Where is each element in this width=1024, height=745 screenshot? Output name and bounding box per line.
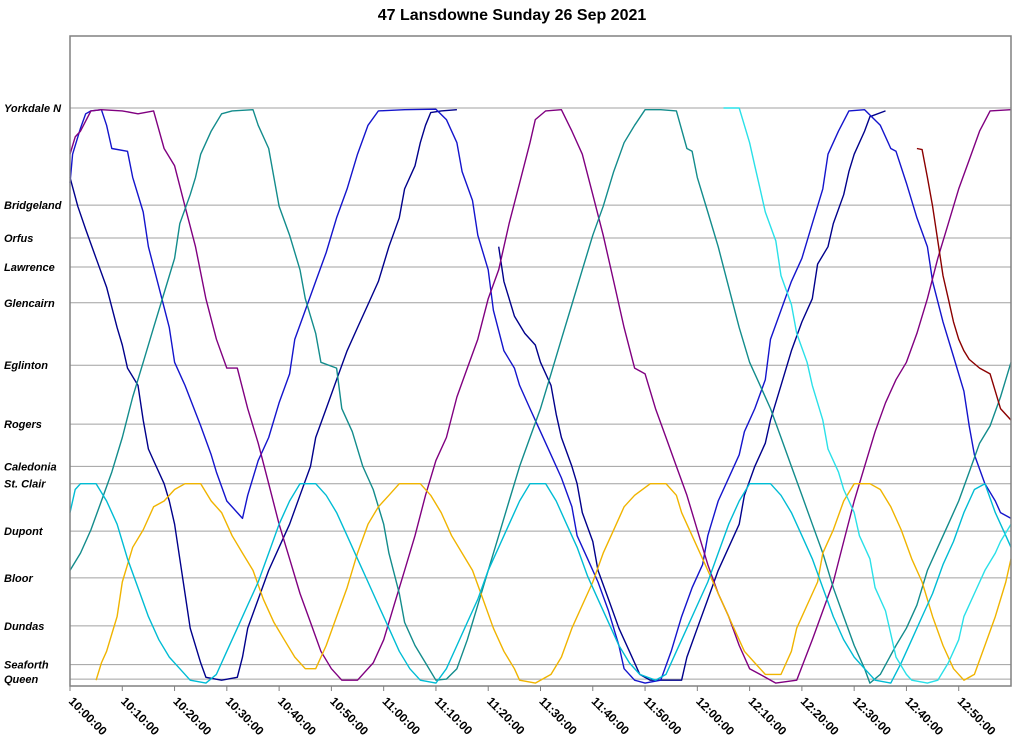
- stop-label: Lawrence: [4, 262, 55, 274]
- gridlines: [70, 107, 1011, 680]
- series-line-0: [69, 109, 457, 681]
- x-tick-label: 12:20:00: [798, 694, 842, 738]
- x-tick-label: 12:00:00: [693, 694, 737, 738]
- x-tick-label: 12:10:00: [745, 694, 789, 738]
- series-line-6: [69, 483, 1012, 684]
- stop-label: Seaforth: [4, 660, 49, 672]
- x-tick-label: 12:30:00: [850, 694, 894, 738]
- series-line-5: [95, 483, 1012, 684]
- stop-label: Rogers: [4, 419, 42, 431]
- x-tick-label: 11:20:00: [484, 694, 528, 738]
- series-line-8: [916, 147, 1012, 421]
- series-line-1: [498, 110, 886, 681]
- stop-label: Dundas: [4, 621, 44, 633]
- series-line-2: [69, 108, 1012, 684]
- stop-label: Bridgeland: [4, 200, 62, 212]
- stop-label: Bloor: [4, 573, 33, 585]
- x-tick-label: 11:40:00: [589, 694, 633, 738]
- stop-label: Queen: [4, 674, 39, 686]
- x-tick-label: 11:30:00: [536, 694, 580, 738]
- x-tick-label: 12:50:00: [955, 694, 999, 738]
- stop-labels: Yorkdale N Bridgeland Orfus Lawrence Glencai…: [4, 103, 62, 686]
- stop-label: St. Clair: [4, 479, 46, 491]
- x-tick-label: 11:10:00: [432, 694, 476, 738]
- x-tick-label: 10:10:00: [118, 694, 162, 738]
- stop-label: Glencairn: [4, 298, 55, 310]
- x-tick-label: 10:30:00: [223, 694, 267, 738]
- series-line-3: [69, 109, 1012, 684]
- x-tick-label: 12:40:00: [902, 694, 946, 738]
- x-tick-label: 10:00:00: [66, 694, 110, 738]
- stop-label: Orfus: [4, 233, 33, 245]
- chart-title: 47 Lansdowne Sunday 26 Sep 2021: [378, 7, 647, 24]
- series-traces: [69, 107, 1012, 684]
- x-axis-tick-labels: 10:00:00 10:10:00 10:20:00 10:30:00 10:40:00…: [66, 686, 999, 738]
- x-tick-label: 10:20:00: [170, 694, 214, 738]
- series-line-7: [723, 107, 1012, 684]
- stop-label: Yorkdale N: [4, 103, 62, 115]
- stop-label: Eglinton: [4, 360, 48, 372]
- stop-label: Caledonia: [4, 461, 57, 473]
- x-tick-label: 10:40:00: [275, 694, 319, 738]
- series-line-4: [69, 109, 1012, 684]
- x-tick-label: 11:00:00: [380, 694, 424, 738]
- x-tick-label: 11:50:00: [641, 694, 685, 738]
- x-tick-label: 10:50:00: [327, 694, 371, 738]
- stop-label: Dupont: [4, 526, 44, 538]
